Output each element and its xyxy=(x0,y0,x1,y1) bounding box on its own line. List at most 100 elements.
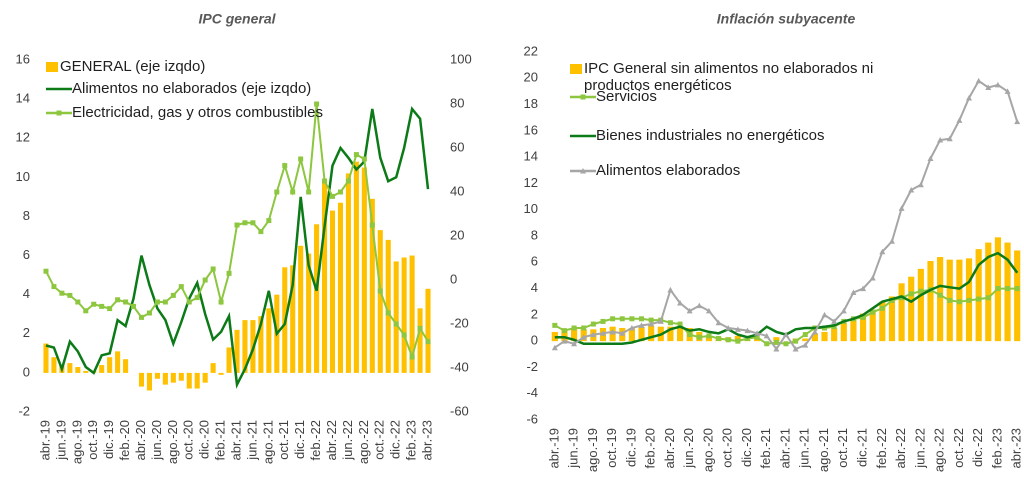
bar xyxy=(218,372,224,375)
point xyxy=(561,338,568,344)
x-tick-label: abr.-23 xyxy=(419,420,434,460)
bar xyxy=(908,276,915,342)
x-tick-label: ago.-19 xyxy=(585,428,600,472)
point xyxy=(1005,286,1011,292)
point xyxy=(561,328,567,334)
chart-title: Inflación subyacente xyxy=(717,11,856,27)
bar xyxy=(850,318,857,342)
point xyxy=(783,331,789,338)
point xyxy=(282,163,288,169)
bar xyxy=(107,357,113,373)
point xyxy=(202,277,208,283)
x-tick-label: abr.-20 xyxy=(662,428,677,468)
bar xyxy=(985,242,992,342)
bar xyxy=(393,261,399,373)
swatch xyxy=(46,62,58,72)
legend-item: Electricidad, gas y otros combustibles xyxy=(46,104,406,121)
y-tick-label: 18 xyxy=(524,96,538,111)
point xyxy=(783,341,789,347)
point xyxy=(744,336,750,342)
x-tick-label: jun.-21 xyxy=(244,420,259,461)
x-tick-label: abr.-19 xyxy=(37,420,52,460)
legend-swatch xyxy=(570,94,596,100)
point xyxy=(860,314,866,320)
bar xyxy=(298,245,304,373)
bar xyxy=(306,253,312,373)
x-tick-label: feb.-21 xyxy=(758,428,773,468)
x-tick-label: dic.-22 xyxy=(970,428,985,467)
point xyxy=(793,338,799,344)
y-tick-label: 12 xyxy=(16,130,30,145)
point xyxy=(266,218,272,224)
x-tick-label: ago.-22 xyxy=(932,428,947,472)
x-tick-label: jun.-19 xyxy=(53,420,68,461)
bar xyxy=(927,260,934,342)
x-tick-label: oct.-20 xyxy=(720,428,735,468)
x-tick-label: abr.-22 xyxy=(324,420,339,460)
bar xyxy=(734,335,741,342)
point xyxy=(409,354,415,360)
legend-swatch xyxy=(570,64,582,74)
x-tick-label: dic.-20 xyxy=(197,420,212,459)
bar xyxy=(628,328,635,342)
point xyxy=(385,310,391,316)
y-tick-label: 6 xyxy=(531,254,538,269)
point xyxy=(657,318,664,324)
point xyxy=(629,316,635,322)
bar xyxy=(67,363,73,373)
bar xyxy=(170,372,176,383)
point xyxy=(870,309,876,315)
point xyxy=(306,189,312,195)
point xyxy=(648,317,654,323)
bar xyxy=(417,308,423,373)
point xyxy=(369,222,375,228)
point xyxy=(754,334,760,340)
legend-label: IPC General sin alimentos no elaborados … xyxy=(584,60,874,94)
bar xyxy=(561,329,568,342)
point xyxy=(361,156,367,162)
point xyxy=(581,325,587,331)
point xyxy=(734,326,741,332)
bar xyxy=(186,372,192,389)
bar xyxy=(226,347,232,373)
point xyxy=(763,332,770,339)
point xyxy=(773,346,780,352)
x-tick-label: oct.-20 xyxy=(181,420,196,460)
point xyxy=(686,307,693,314)
x-tick-label: dic.-20 xyxy=(739,428,754,467)
legend-label: Bienes industriales no energéticos xyxy=(596,127,825,144)
y2-tick-label: 60 xyxy=(450,139,464,154)
point xyxy=(290,189,296,195)
y-tick-label: 4 xyxy=(531,280,538,295)
x-tick-label: jun.-19 xyxy=(566,428,581,469)
x-tick-label: oct.-19 xyxy=(604,428,619,468)
x-tick-label: oct.-22 xyxy=(372,420,387,460)
bar xyxy=(242,320,248,373)
y2-tick-label: 20 xyxy=(450,227,464,242)
x-tick-label: ago.-20 xyxy=(165,420,180,464)
point xyxy=(51,284,57,290)
bar xyxy=(138,372,145,387)
chart-title: IPC general xyxy=(198,11,276,27)
bar xyxy=(648,325,655,342)
y2-tick-label: -20 xyxy=(450,315,469,330)
point xyxy=(590,331,597,338)
legend-item: IPC General sin alimentos no elaborados … xyxy=(570,60,890,94)
bar xyxy=(773,337,780,342)
bar xyxy=(975,249,982,342)
point xyxy=(43,268,49,274)
bar xyxy=(123,359,129,373)
point xyxy=(917,181,924,188)
x-tick-label: dic.-21 xyxy=(292,420,307,459)
y2-tick-label: 100 xyxy=(450,51,472,66)
x-tick-label: jun.-22 xyxy=(340,420,355,461)
point xyxy=(123,299,129,305)
legend-label: Electricidad, gas y otros combustibles xyxy=(72,104,323,121)
point xyxy=(619,316,625,322)
bar xyxy=(859,313,867,342)
bar xyxy=(51,357,57,373)
point xyxy=(377,288,383,294)
point xyxy=(879,305,885,311)
y-tick-label: 22 xyxy=(524,43,538,58)
point xyxy=(609,328,616,335)
